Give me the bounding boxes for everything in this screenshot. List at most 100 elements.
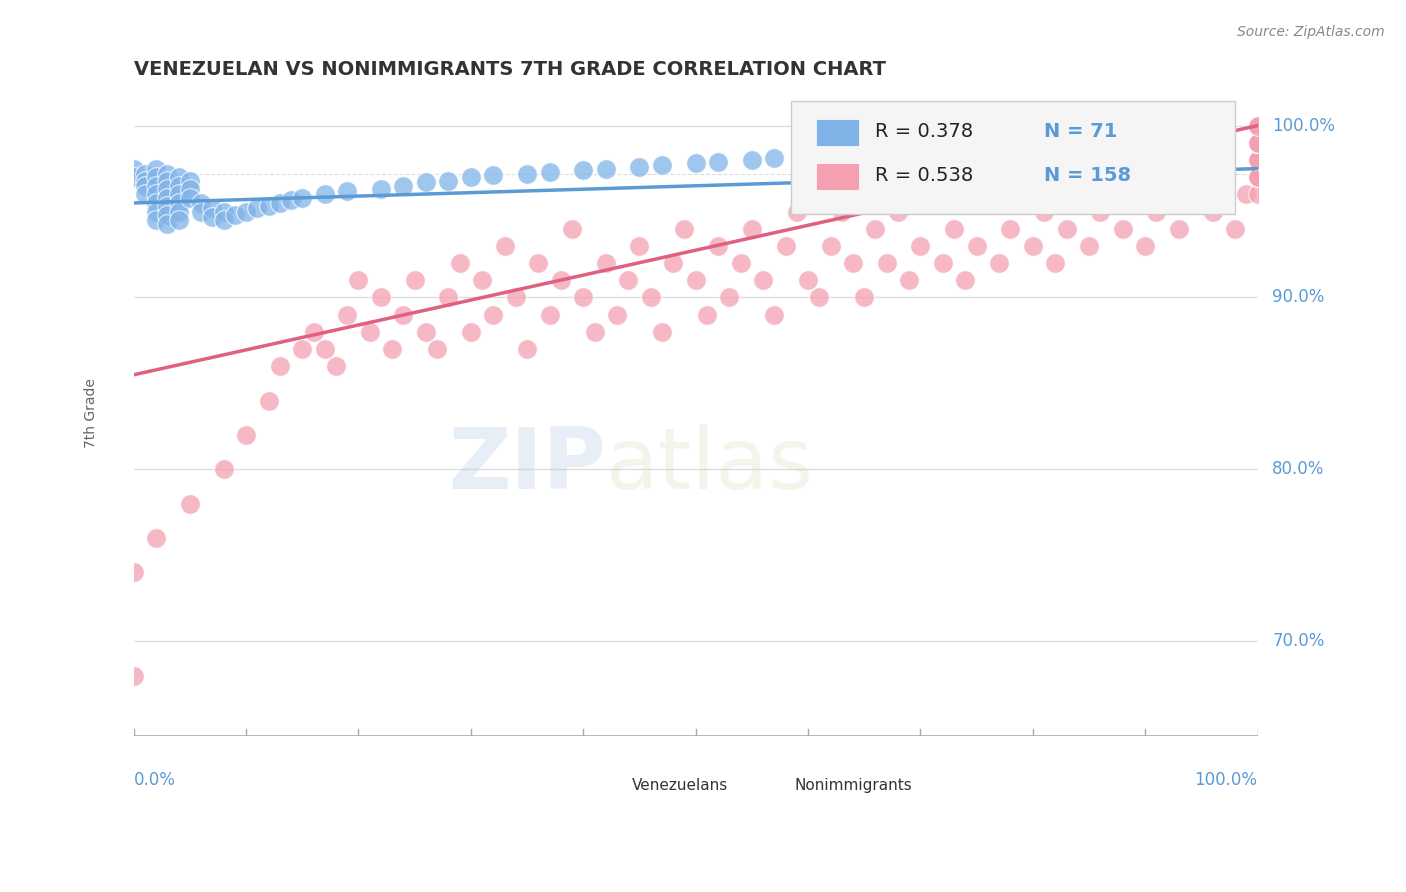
Point bbox=[1246, 119, 1268, 133]
Text: Venezuelans: Venezuelans bbox=[631, 779, 728, 793]
Point bbox=[820, 148, 842, 162]
Point bbox=[1246, 119, 1268, 133]
Text: 0.0%: 0.0% bbox=[134, 771, 176, 789]
Point bbox=[1246, 136, 1268, 150]
Point bbox=[820, 239, 842, 253]
Point bbox=[561, 221, 583, 235]
Point bbox=[1022, 136, 1045, 150]
Point bbox=[1246, 136, 1268, 150]
Point bbox=[1246, 119, 1268, 133]
Point bbox=[1246, 136, 1268, 150]
Point bbox=[752, 273, 775, 287]
Point bbox=[122, 170, 145, 185]
Point bbox=[876, 256, 898, 270]
Point bbox=[1101, 153, 1123, 167]
Point bbox=[1246, 119, 1268, 133]
Point bbox=[167, 196, 190, 211]
Point bbox=[1246, 153, 1268, 167]
Point bbox=[1157, 153, 1180, 167]
Point bbox=[538, 165, 561, 179]
Point bbox=[449, 256, 471, 270]
Point bbox=[1246, 170, 1268, 185]
Point bbox=[494, 239, 516, 253]
Point bbox=[943, 221, 966, 235]
FancyBboxPatch shape bbox=[815, 119, 859, 146]
Point bbox=[471, 273, 494, 287]
Point bbox=[280, 193, 302, 207]
Point bbox=[269, 196, 291, 211]
Point bbox=[145, 531, 167, 545]
Point bbox=[145, 187, 167, 202]
Point bbox=[1246, 119, 1268, 133]
Point bbox=[156, 173, 179, 187]
Point bbox=[179, 182, 201, 196]
Point bbox=[437, 290, 460, 304]
Point bbox=[145, 213, 167, 227]
Point bbox=[1246, 119, 1268, 133]
Point bbox=[392, 308, 415, 322]
Point bbox=[426, 342, 449, 356]
Point bbox=[167, 178, 190, 193]
Point bbox=[1167, 221, 1189, 235]
Point bbox=[673, 221, 696, 235]
Point bbox=[156, 167, 179, 181]
Point bbox=[1246, 119, 1268, 133]
Point bbox=[1212, 170, 1234, 185]
Point bbox=[763, 308, 786, 322]
Point bbox=[1246, 136, 1268, 150]
Text: Source: ZipAtlas.com: Source: ZipAtlas.com bbox=[1237, 25, 1385, 39]
Point bbox=[370, 182, 392, 196]
Point bbox=[415, 325, 437, 339]
Point bbox=[1246, 136, 1268, 150]
Point bbox=[606, 308, 628, 322]
Point bbox=[1178, 187, 1201, 202]
Point bbox=[921, 187, 943, 202]
Point bbox=[617, 273, 640, 287]
Text: atlas: atlas bbox=[606, 424, 814, 507]
Text: 80.0%: 80.0% bbox=[1272, 460, 1324, 478]
Point bbox=[167, 187, 190, 202]
Point bbox=[1246, 119, 1268, 133]
Point bbox=[156, 208, 179, 222]
Point bbox=[179, 497, 201, 511]
Point bbox=[910, 239, 932, 253]
Point bbox=[966, 139, 988, 153]
Point bbox=[1246, 136, 1268, 150]
Point bbox=[1246, 119, 1268, 133]
Point bbox=[1246, 136, 1268, 150]
Text: N = 158: N = 158 bbox=[1045, 166, 1132, 186]
Point bbox=[482, 308, 505, 322]
Point bbox=[887, 204, 910, 219]
Point bbox=[1246, 170, 1268, 185]
Point bbox=[1246, 153, 1268, 167]
Point bbox=[1246, 119, 1268, 133]
Point bbox=[1246, 119, 1268, 133]
Point bbox=[1045, 256, 1067, 270]
Point bbox=[1246, 136, 1268, 150]
Point bbox=[1246, 119, 1268, 133]
Text: 90.0%: 90.0% bbox=[1272, 288, 1324, 307]
Point bbox=[167, 170, 190, 185]
Point bbox=[179, 191, 201, 205]
Point bbox=[741, 221, 763, 235]
Point bbox=[190, 196, 212, 211]
Point bbox=[707, 154, 730, 169]
Point bbox=[212, 213, 235, 227]
Point bbox=[550, 273, 572, 287]
Point bbox=[853, 146, 876, 161]
Text: R = 0.378: R = 0.378 bbox=[876, 122, 973, 141]
Point bbox=[1246, 119, 1268, 133]
FancyBboxPatch shape bbox=[792, 101, 1234, 214]
Point bbox=[1246, 153, 1268, 167]
Point bbox=[1246, 170, 1268, 185]
Point bbox=[460, 170, 482, 185]
Point bbox=[212, 462, 235, 476]
FancyBboxPatch shape bbox=[766, 776, 792, 796]
Point bbox=[572, 290, 595, 304]
Point bbox=[1246, 136, 1268, 150]
Point bbox=[696, 308, 718, 322]
Point bbox=[359, 325, 381, 339]
Point bbox=[628, 239, 651, 253]
Point bbox=[932, 256, 955, 270]
Point bbox=[1246, 136, 1268, 150]
